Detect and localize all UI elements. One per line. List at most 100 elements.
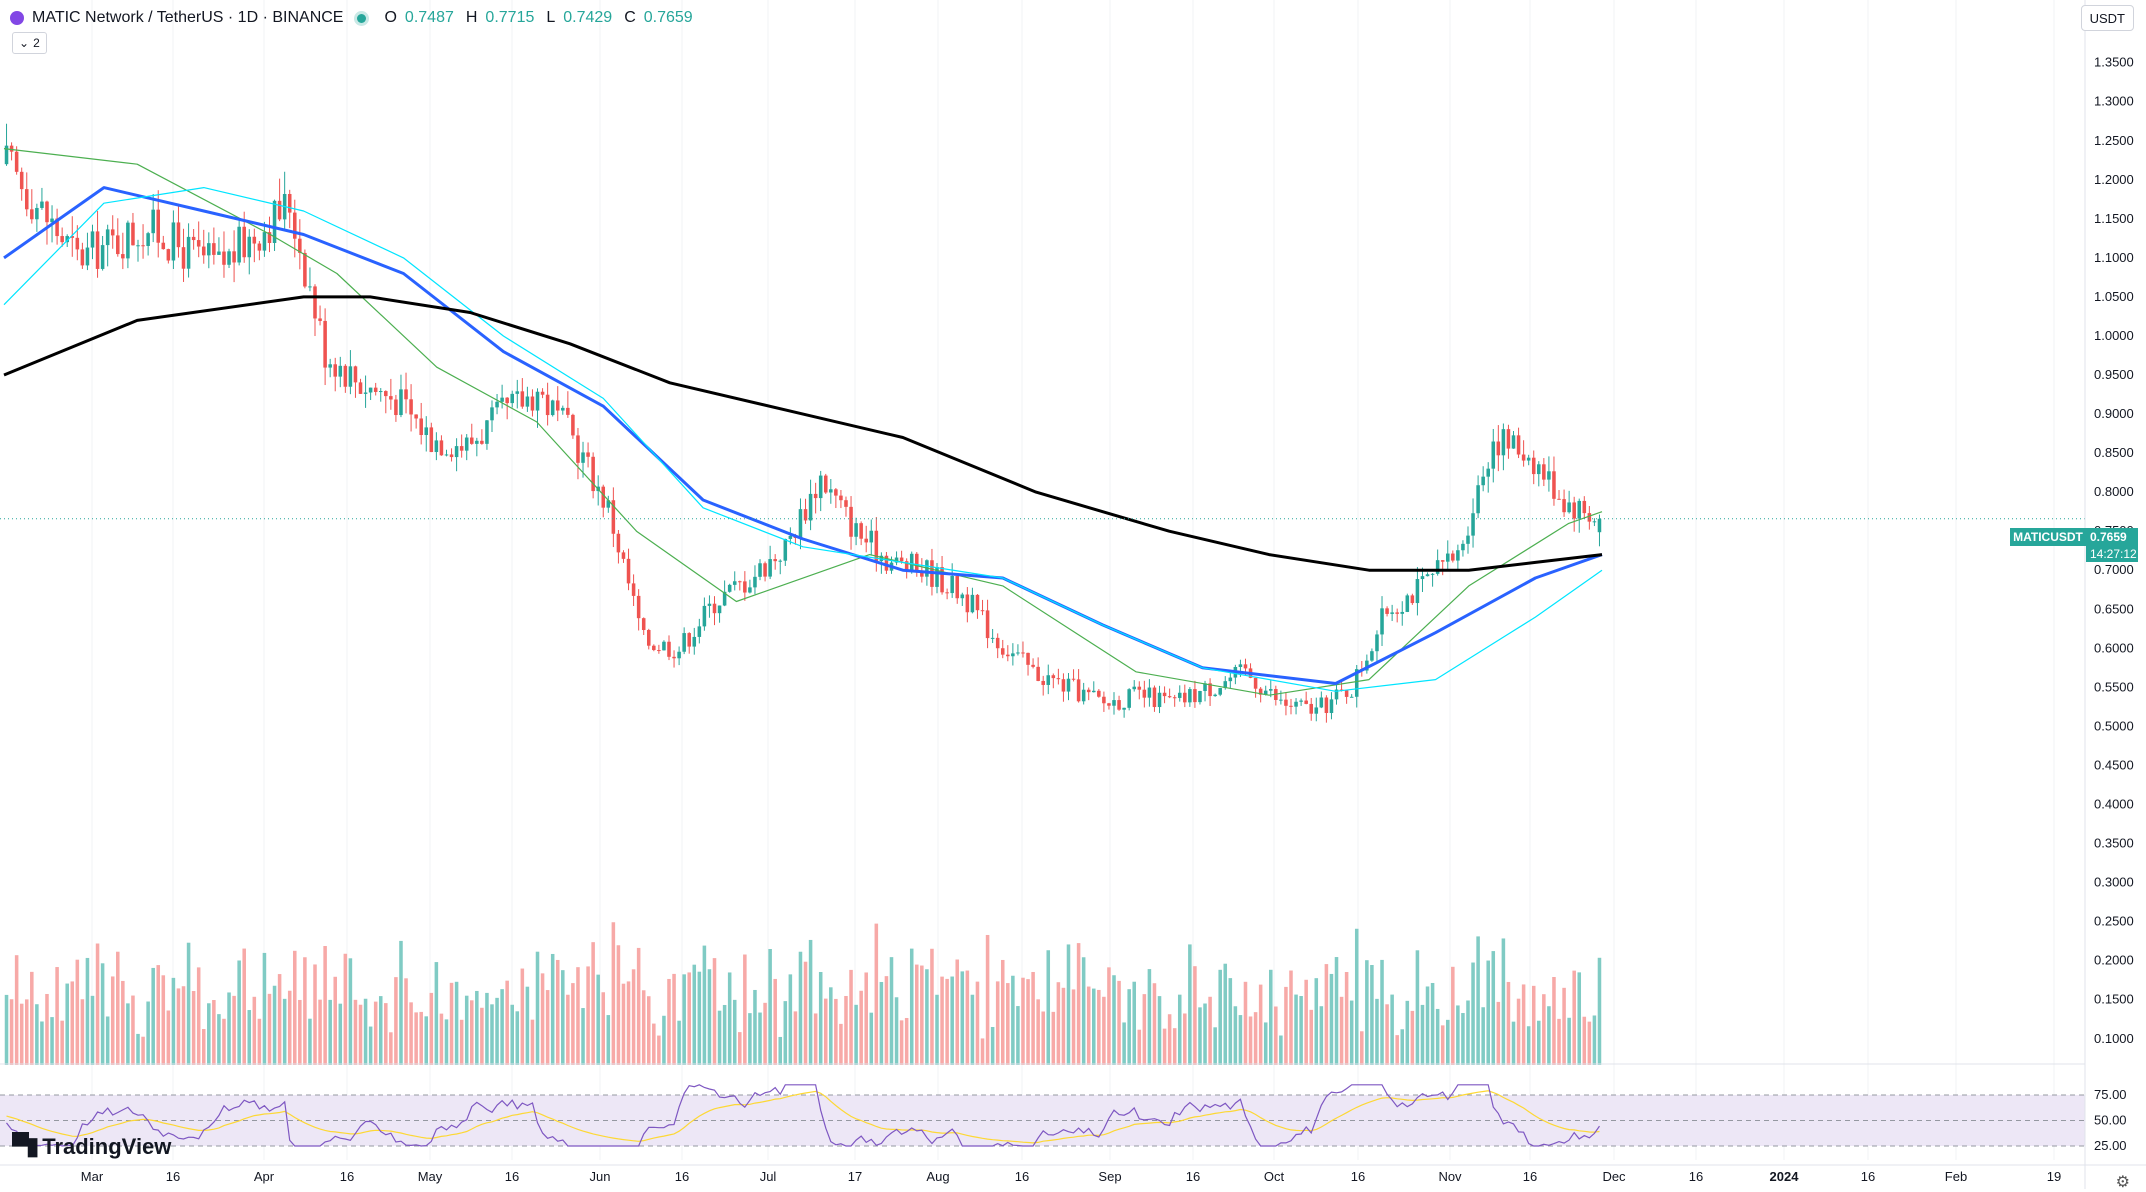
candle-body [419, 418, 423, 436]
candle-body [1172, 697, 1177, 699]
time-tick-label: 16 [1523, 1169, 1537, 1184]
moving-average-line [3, 295, 1603, 572]
candle-body [505, 397, 509, 404]
candle-body [854, 523, 858, 537]
volume-bar [894, 997, 899, 1065]
volume-bar [1501, 938, 1506, 1065]
candle-body [980, 610, 985, 612]
price-tick-label: 0.6500 [2094, 601, 2134, 616]
low-value: 0.7429 [563, 9, 613, 26]
volume-bar [1506, 981, 1511, 1065]
time-tick-label: 16 [1351, 1169, 1365, 1184]
candle-body [1177, 692, 1182, 698]
symbol-title[interactable]: MATIC Network / TetherUS · 1D · BINANCE [32, 9, 344, 26]
volume-bar [14, 955, 19, 1065]
volume-bar [495, 997, 499, 1065]
candle-body [616, 533, 621, 553]
volume-bar [1430, 982, 1435, 1065]
candle-body [358, 382, 363, 394]
candle-body [480, 440, 484, 444]
volume-bar [611, 922, 616, 1065]
volume-bar [601, 992, 606, 1065]
candle-body [1188, 689, 1192, 703]
volume-bar [829, 987, 833, 1065]
volume-bar [1198, 1007, 1202, 1065]
tradingview-logo[interactable]: ▀▮ TradingView [12, 1132, 171, 1161]
volume-bar [1481, 1007, 1485, 1065]
volume-bar [24, 999, 29, 1065]
volume-bar [778, 1036, 783, 1065]
price-axis-panel [2085, 0, 2146, 1189]
volume-bar [1360, 1031, 1364, 1065]
volume-bar [995, 981, 1000, 1065]
indicators-toggle-button[interactable]: ⌄ 2 [12, 32, 47, 54]
candle-body [338, 365, 343, 377]
volume-bar [985, 934, 990, 1065]
candle-body [70, 236, 75, 238]
volume-bar [990, 1026, 995, 1065]
volume-bar [1582, 1016, 1587, 1065]
candle-body [657, 650, 661, 652]
volume-bar [4, 994, 9, 1065]
candle-body [287, 193, 292, 213]
volume-bar [1445, 1019, 1450, 1065]
candle-body [30, 209, 34, 220]
time-tick-label: 16 [166, 1169, 180, 1184]
time-tick-label: 16 [340, 1169, 354, 1184]
price-tick-label: 0.1500 [2094, 992, 2134, 1007]
candle-body [1279, 699, 1283, 701]
volume-bar [424, 1016, 429, 1065]
candle-body [1167, 696, 1172, 698]
time-tick-label: Apr [254, 1169, 275, 1184]
volume-bar [237, 960, 241, 1065]
candle-body [1142, 689, 1147, 698]
volume-bar [1157, 996, 1162, 1065]
rsi-line [6, 1084, 1600, 1147]
candle-body [859, 523, 863, 539]
volume-bar [1486, 960, 1490, 1065]
price-tick-label: 1.2500 [2094, 133, 2134, 148]
volume-bar [1526, 1026, 1531, 1065]
candle-body [85, 247, 90, 266]
volume-bar [227, 992, 231, 1065]
candle-body [1506, 429, 1511, 449]
volume-bar [621, 983, 626, 1065]
candle-body [1380, 608, 1384, 635]
candle-body [1521, 454, 1526, 461]
time-tick-label: 16 [1186, 1169, 1200, 1184]
volume-bar [545, 990, 550, 1065]
candle-body [1567, 502, 1571, 513]
candle-body [1112, 700, 1116, 706]
volume-bar [454, 981, 459, 1065]
candle-body [1496, 441, 1501, 456]
candle-body [611, 500, 616, 534]
volume-bar [555, 959, 560, 1065]
volume-bar [1344, 971, 1349, 1065]
volume-bar [1137, 1029, 1142, 1065]
volume-bar [864, 972, 868, 1065]
volume-bar [839, 1023, 843, 1065]
symbol-tag-bg [2010, 528, 2086, 546]
candle-body [1021, 652, 1025, 654]
currency-button[interactable]: USDT [2080, 5, 2134, 31]
candle-body [14, 151, 19, 172]
candle-body [561, 407, 565, 411]
rsi-tick-label: 25.00 [2094, 1138, 2127, 1153]
gear-icon[interactable]: ⚙ [2115, 1174, 2130, 1191]
volume-bar [1263, 1022, 1268, 1065]
volume-bar [373, 1001, 378, 1065]
candle-body [469, 437, 474, 444]
volume-bar [930, 948, 934, 1065]
candle-body [970, 594, 975, 613]
candle-body [65, 236, 69, 243]
volume-bar [389, 1032, 393, 1065]
market-open-icon [357, 13, 367, 23]
volume-bar [100, 963, 105, 1065]
candle-body [1122, 707, 1126, 710]
volume-bar [1258, 984, 1263, 1065]
volume-bar [662, 1015, 666, 1065]
candle-body [707, 603, 712, 606]
candle-body [459, 446, 464, 451]
volume-bar [1405, 1000, 1410, 1065]
